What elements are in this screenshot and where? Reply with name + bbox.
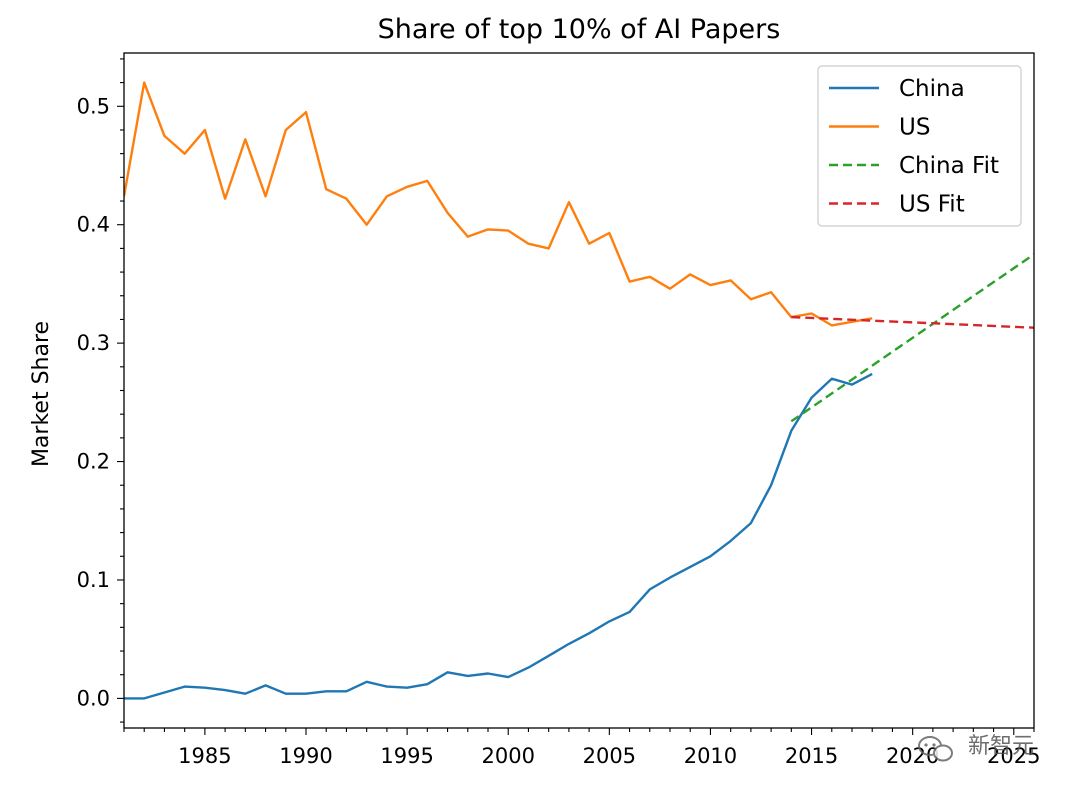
y-tick-label: 0.3 xyxy=(77,331,110,355)
series-line-us xyxy=(124,81,873,327)
legend-frame xyxy=(817,65,1022,227)
legend-label-china: China xyxy=(899,76,965,102)
legend: China US China Fit US Fit xyxy=(817,65,1022,227)
watermark: 新智元 xyxy=(918,734,1034,762)
series-line-us-fit xyxy=(791,315,1034,329)
legend-label-china-fit: China Fit xyxy=(899,153,999,179)
wechat-icon xyxy=(918,736,953,762)
legend-label-us-fit: US Fit xyxy=(899,192,965,218)
series-line-china-fit xyxy=(790,253,1034,423)
x-tick-label: 2015 xyxy=(785,744,838,768)
y-axis-title: Market Share xyxy=(29,321,54,467)
x-tick-label: 1985 xyxy=(178,744,231,768)
legend-label-us: US xyxy=(899,115,930,141)
x-tick-label: 2010 xyxy=(684,744,737,768)
y-tick-label: 0.1 xyxy=(77,568,110,592)
x-tick-label: 2025 xyxy=(987,744,1040,768)
x-tick-label: 2000 xyxy=(481,744,534,768)
x-tick-label: 2005 xyxy=(583,744,636,768)
x-tick-label: 1990 xyxy=(279,744,332,768)
y-tick-label: 0.2 xyxy=(77,450,110,474)
y-tick-label: 0.0 xyxy=(77,686,110,710)
plot-content xyxy=(124,81,1034,700)
axes: 1985 1990 1995 2000 2005 2010 2015 2020 2025 0.0 0… xyxy=(77,58,1041,768)
watermark-text: 新智元 xyxy=(968,734,1034,759)
x-tick-label: 1995 xyxy=(380,744,433,768)
chart-title: Share of top 10% of AI Papers xyxy=(378,14,781,45)
series-line-china xyxy=(124,372,873,700)
x-tick-label: 2020 xyxy=(886,744,939,768)
y-tick-label: 0.5 xyxy=(77,94,110,118)
y-tick-label: 0.4 xyxy=(77,213,110,237)
